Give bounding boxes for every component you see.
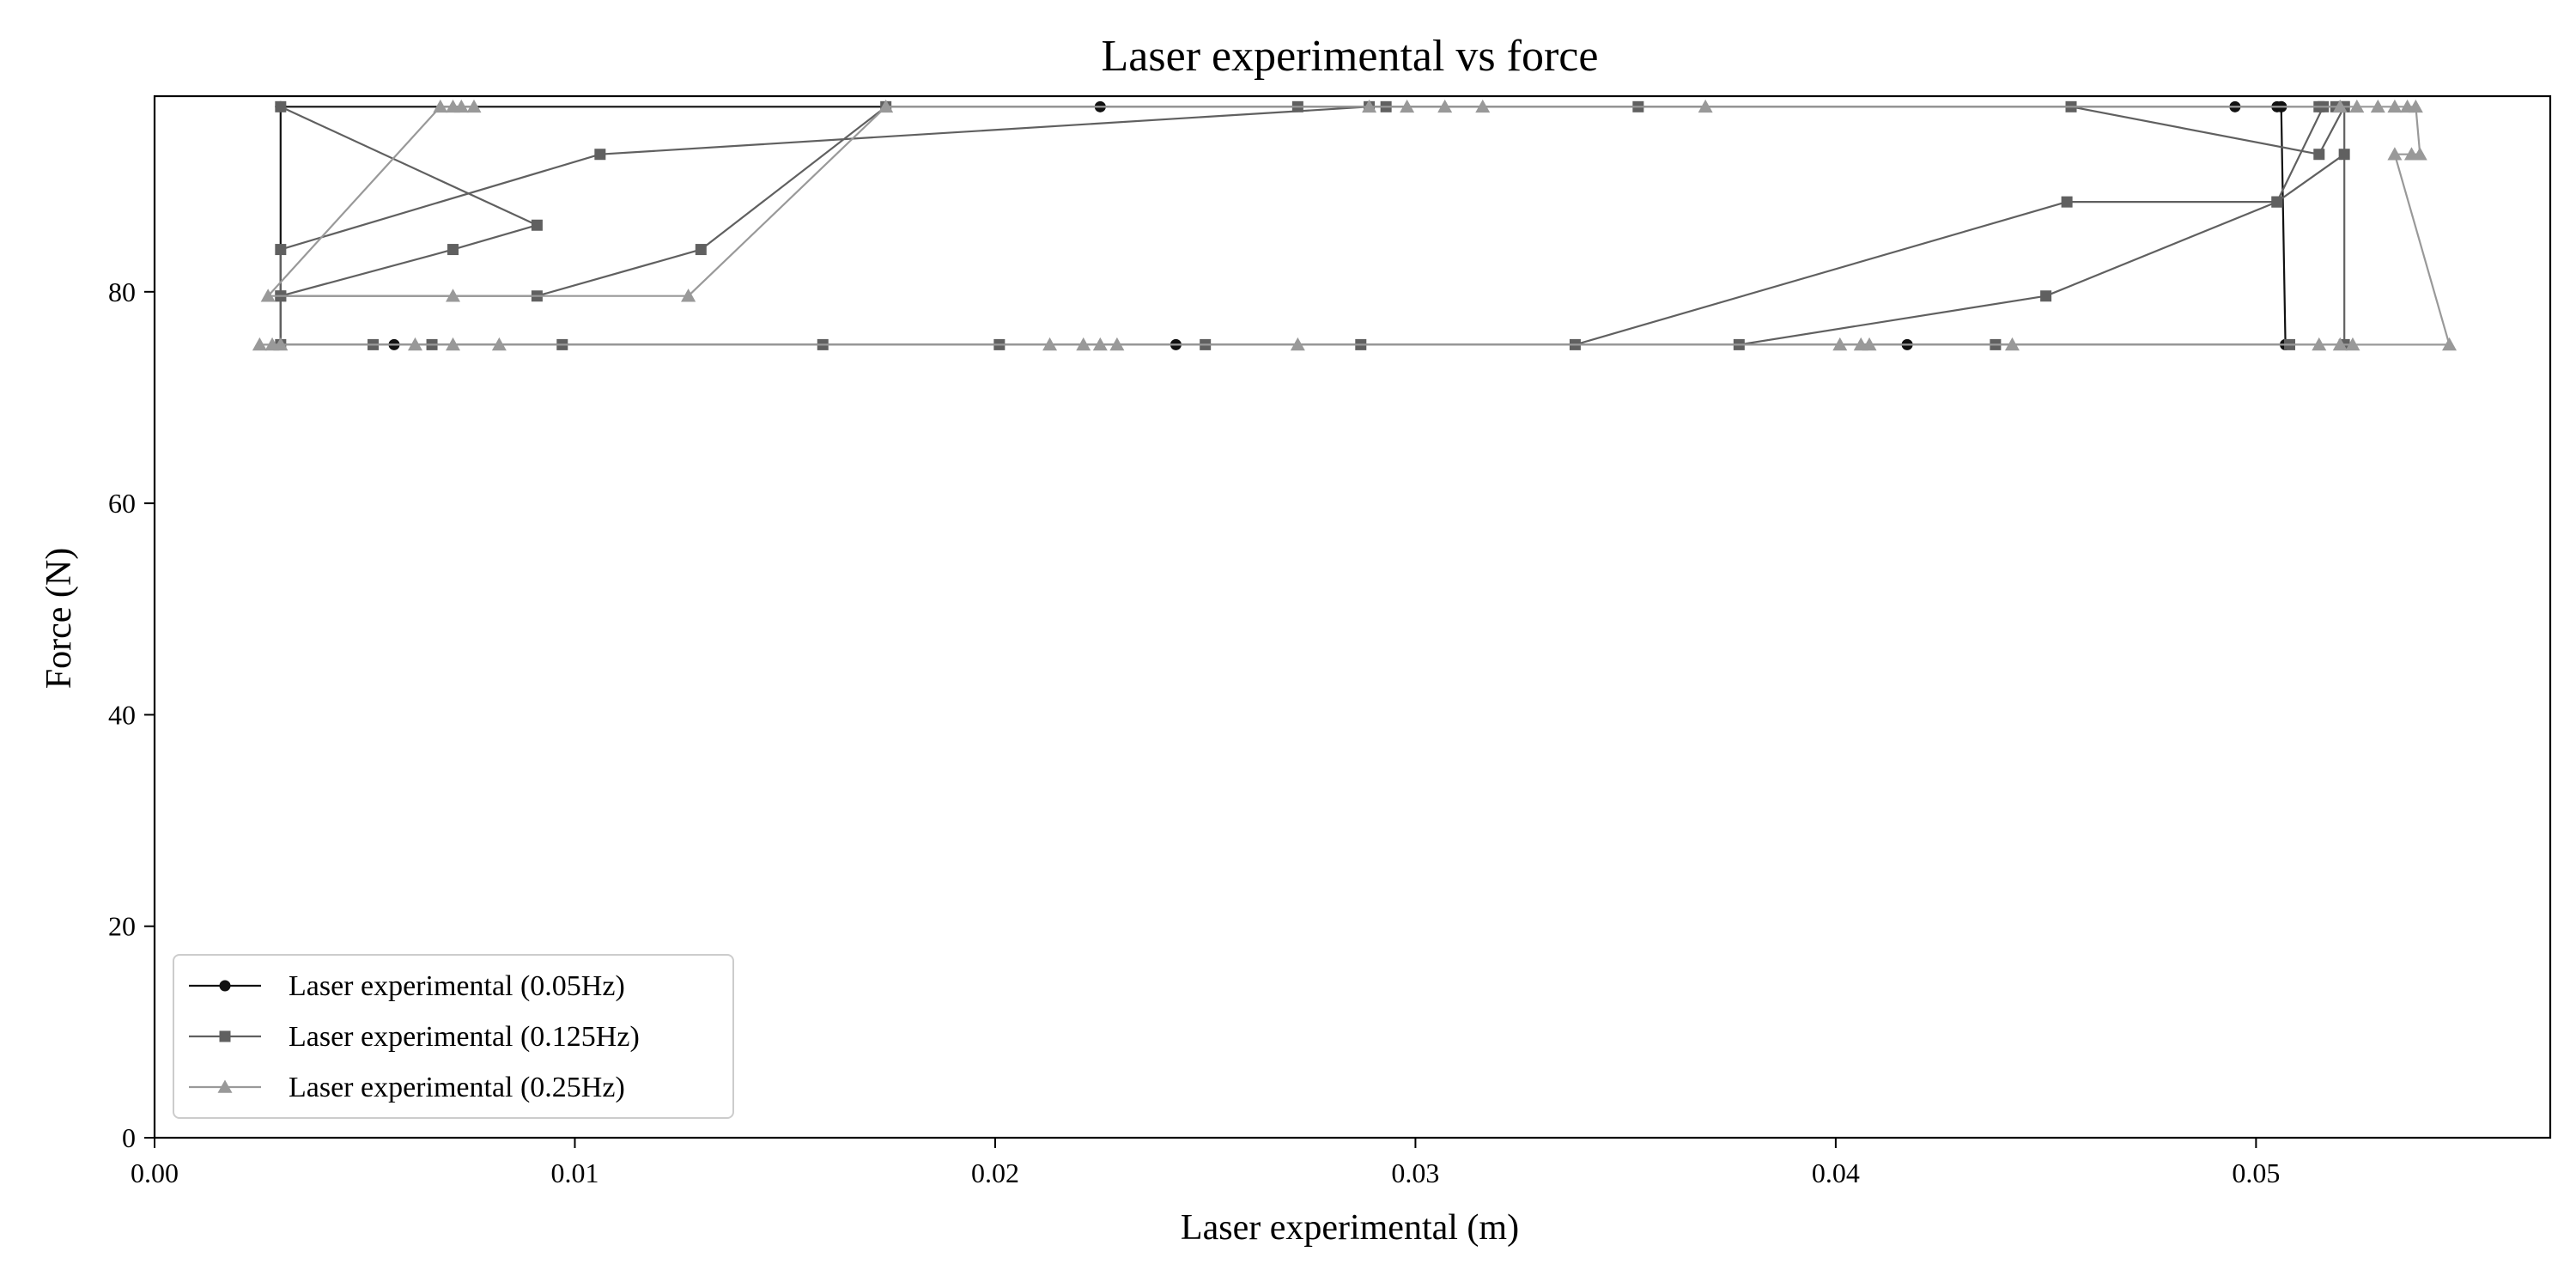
legend-item-2: Laser experimental (0.25Hz) <box>189 1072 625 1103</box>
legend: Laser experimental (0.05Hz) Laser experim… <box>173 954 734 1119</box>
x-tick-label: 0.03 <box>1391 1157 1439 1188</box>
x-tick-label: 0.00 <box>131 1157 179 1188</box>
data-point <box>466 99 482 113</box>
data-point <box>1862 337 1877 351</box>
legend-box <box>173 954 734 1119</box>
data-point <box>2387 147 2403 161</box>
data-point <box>2040 290 2052 302</box>
data-point <box>681 289 696 302</box>
data-point <box>2332 99 2348 113</box>
data-point <box>260 289 276 302</box>
series-group <box>252 99 2458 351</box>
data-point <box>2312 337 2327 351</box>
x-tick-label: 0.04 <box>1812 1157 1860 1188</box>
legend-marker <box>217 1079 233 1093</box>
legend-label: Laser experimental (0.125Hz) <box>289 1021 640 1053</box>
y-tick-label: 40 <box>108 699 136 730</box>
data-point <box>2313 149 2325 161</box>
data-point <box>2387 99 2403 113</box>
x-tick-label: 0.02 <box>971 1157 1019 1188</box>
data-point <box>1475 99 1491 113</box>
data-point <box>1698 99 1713 113</box>
legend-label: Laser experimental (0.25Hz) <box>289 1072 625 1103</box>
plot-area: 0.00 0.01 0.02 0.03 0.04 0.05 0 20 40 60 80 <box>108 94 2552 1188</box>
data-point <box>446 337 461 351</box>
data-point <box>2370 99 2385 113</box>
data-point <box>453 99 469 113</box>
data-point <box>252 337 267 351</box>
y-tick-label: 0 <box>122 1122 136 1153</box>
data-point <box>695 244 707 256</box>
data-point <box>275 100 287 112</box>
legend-marker <box>219 980 231 992</box>
x-tick-label: 0.01 <box>550 1157 598 1188</box>
data-point <box>2061 196 2073 208</box>
data-point <box>531 219 543 231</box>
plot-frame <box>153 94 2552 1139</box>
data-point <box>1290 337 1305 351</box>
data-point <box>447 244 459 256</box>
data-point <box>446 289 461 302</box>
data-point <box>1042 337 1058 351</box>
data-point <box>2345 337 2360 351</box>
data-point <box>1092 337 1108 351</box>
data-point <box>594 149 606 161</box>
series-2 <box>252 99 2458 351</box>
data-point <box>2400 99 2415 113</box>
data-point <box>1437 99 1453 113</box>
data-point <box>1832 337 1848 351</box>
legend-marker <box>219 1030 231 1042</box>
data-point <box>1400 99 1415 113</box>
legend-item-0: Laser experimental (0.05Hz) <box>189 970 625 1002</box>
data-point <box>2349 99 2365 113</box>
data-point <box>2338 149 2350 161</box>
data-point <box>273 337 289 351</box>
data-point <box>2442 337 2458 351</box>
data-point <box>491 337 507 351</box>
y-tick-label: 60 <box>108 488 136 519</box>
x-axis-label: Laser experimental (m) <box>1181 1208 1519 1248</box>
legend-label: Laser experimental (0.05Hz) <box>289 970 625 1002</box>
data-point <box>878 99 894 113</box>
data-point <box>2332 337 2348 351</box>
data-point <box>1362 99 1377 113</box>
data-point <box>1109 337 1125 351</box>
data-point <box>2271 196 2283 208</box>
x-tick-label: 0.05 <box>2232 1157 2280 1188</box>
y-tick-label: 20 <box>108 911 136 942</box>
data-point <box>2412 147 2427 161</box>
data-point <box>275 244 287 256</box>
y-tick-label: 80 <box>108 276 136 307</box>
y-axis-label: Force (N) <box>39 548 79 689</box>
chart-title: Laser experimental vs force <box>1102 32 1599 81</box>
data-point <box>407 337 422 351</box>
data-point <box>2004 337 2020 351</box>
data-point <box>1076 337 1091 351</box>
data-point <box>433 99 448 113</box>
legend-item-1: Laser experimental (0.125Hz) <box>189 1021 640 1053</box>
